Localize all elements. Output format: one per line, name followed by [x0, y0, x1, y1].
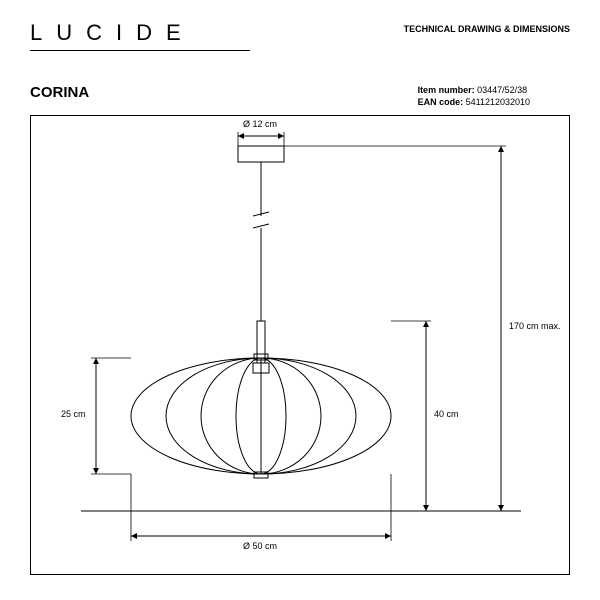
product-row: CORINA Item number: 03447/52/38 EAN code…: [30, 84, 570, 114]
item-number-label: Item number:: [418, 85, 475, 95]
dim-shade-dia: Ø 50 cm: [243, 541, 277, 551]
technical-drawing: [31, 116, 571, 576]
logo-underline: [30, 50, 250, 51]
ean-code: 5411212032010: [466, 97, 530, 107]
dim-height-40: 40 cm: [434, 409, 459, 419]
dim-height-25: 25 cm: [61, 409, 86, 419]
page-title: TECHNICAL DRAWING & DIMENSIONS: [404, 24, 570, 34]
page: LUCIDE TECHNICAL DRAWING & DIMENSIONS CO…: [30, 20, 570, 580]
dim-height-170: 170 cm max.: [509, 321, 561, 331]
item-info: Item number: 03447/52/38 EAN code: 54112…: [418, 84, 530, 108]
ean-label: EAN code:: [418, 97, 464, 107]
drawing-frame: Ø 12 cm 25 cm 40 cm 170 cm max. Ø 50 cm: [30, 115, 570, 575]
item-number: 03447/52/38: [477, 85, 527, 95]
header: LUCIDE TECHNICAL DRAWING & DIMENSIONS: [30, 20, 570, 80]
dim-canopy-dia: Ø 12 cm: [243, 119, 277, 129]
